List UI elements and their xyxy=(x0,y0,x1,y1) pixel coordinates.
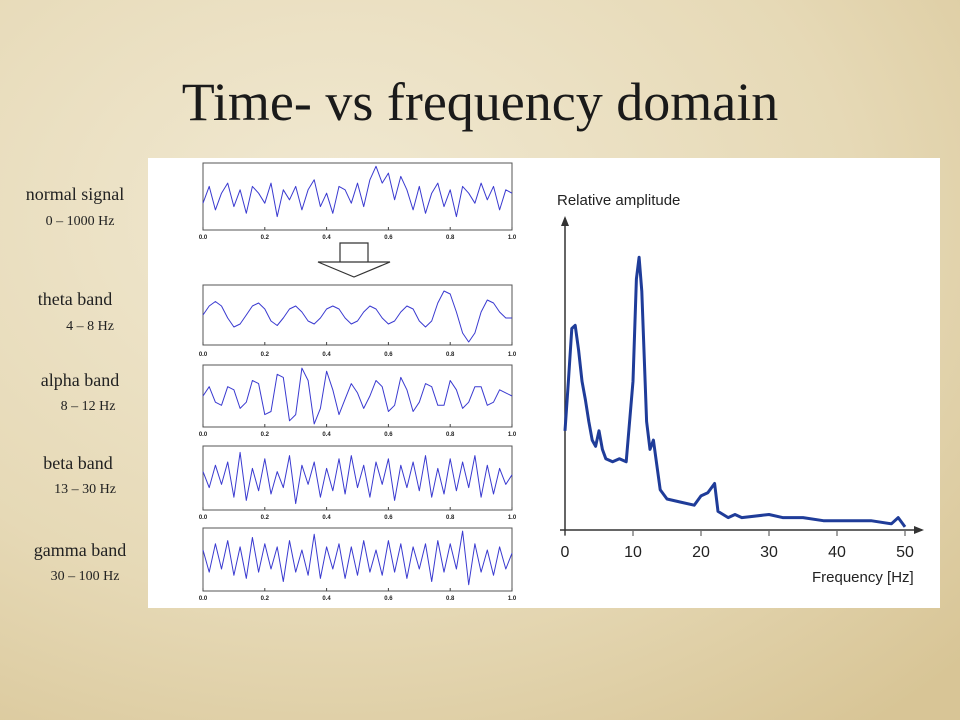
down-arrow xyxy=(317,242,391,278)
band-range: 13 – 30 Hz xyxy=(54,482,116,497)
x-tick-label: 0.4 xyxy=(322,432,331,438)
x-tick-label: 10 xyxy=(624,544,642,561)
x-tick-label: 0.2 xyxy=(261,596,270,602)
x-tick-label: 1.0 xyxy=(508,596,517,602)
x-tick-label: 50 xyxy=(896,544,914,561)
x-tick-label: 0 xyxy=(561,544,570,561)
slide-title: Time- vs frequency domain xyxy=(182,72,778,132)
figure-panel xyxy=(148,158,940,608)
plot-frame xyxy=(202,162,513,231)
band-name: theta band xyxy=(38,289,112,309)
x-tick-label: 0.8 xyxy=(446,596,455,602)
x-axis-label: Frequency [Hz] xyxy=(812,569,914,586)
signal-line xyxy=(202,290,512,343)
x-tick-label: 0.8 xyxy=(446,235,455,241)
signal-line xyxy=(202,165,513,218)
x-tick-label: 0.2 xyxy=(261,352,270,358)
x-tick-label: 0.2 xyxy=(261,432,270,438)
x-tick-label: 0.0 xyxy=(199,596,208,602)
x-tick-label: 0.4 xyxy=(322,352,331,358)
signal-line xyxy=(202,367,513,425)
band-range: 4 – 8 Hz xyxy=(66,319,114,334)
signal-line xyxy=(202,530,513,586)
x-tick-label: 0.0 xyxy=(199,235,208,241)
x-tick-label: 0.6 xyxy=(384,235,393,241)
band-range: 30 – 100 Hz xyxy=(51,569,120,584)
x-tick-label: 0.8 xyxy=(446,432,455,438)
band-range: 0 – 1000 Hz xyxy=(46,214,115,229)
band-name: alpha band xyxy=(41,370,119,390)
x-tick-label: 1.0 xyxy=(508,235,517,241)
x-tick-label: 0.8 xyxy=(446,515,455,521)
x-tick-label: 40 xyxy=(828,544,846,561)
x-tick-label: 20 xyxy=(692,544,710,561)
x-tick-label: 30 xyxy=(760,544,778,561)
band-name: gamma band xyxy=(34,540,126,560)
x-tick-label: 0.6 xyxy=(384,515,393,521)
plot-frame xyxy=(202,527,513,592)
band-name: normal signal xyxy=(26,184,124,204)
x-tick-label: 0.2 xyxy=(261,515,270,521)
x-tick-label: 0.6 xyxy=(384,432,393,438)
axis-arrow xyxy=(561,216,569,226)
x-tick-label: 1.0 xyxy=(508,352,517,358)
signal-line xyxy=(563,255,907,528)
band-range: 8 – 12 Hz xyxy=(61,399,116,414)
signal-line xyxy=(202,451,513,505)
band-name: beta band xyxy=(43,453,112,473)
x-tick-label: 1.0 xyxy=(508,432,517,438)
x-tick-label: 0.0 xyxy=(199,352,208,358)
x-tick-label: 0.0 xyxy=(199,515,208,521)
x-tick-label: 0.8 xyxy=(446,352,455,358)
x-tick-label: 0.6 xyxy=(384,352,393,358)
x-tick-label: 0.4 xyxy=(322,596,331,602)
x-tick-label: 0.4 xyxy=(322,235,331,241)
x-tick-label: 1.0 xyxy=(508,515,517,521)
x-tick-label: 0.0 xyxy=(199,432,208,438)
plot-frame xyxy=(202,445,513,511)
x-tick-label: 0.4 xyxy=(322,515,331,521)
y-axis-label: Relative amplitude xyxy=(557,192,680,209)
axis-arrow xyxy=(914,526,924,534)
x-tick-label: 0.2 xyxy=(261,235,270,241)
x-tick-label: 0.6 xyxy=(384,596,393,602)
